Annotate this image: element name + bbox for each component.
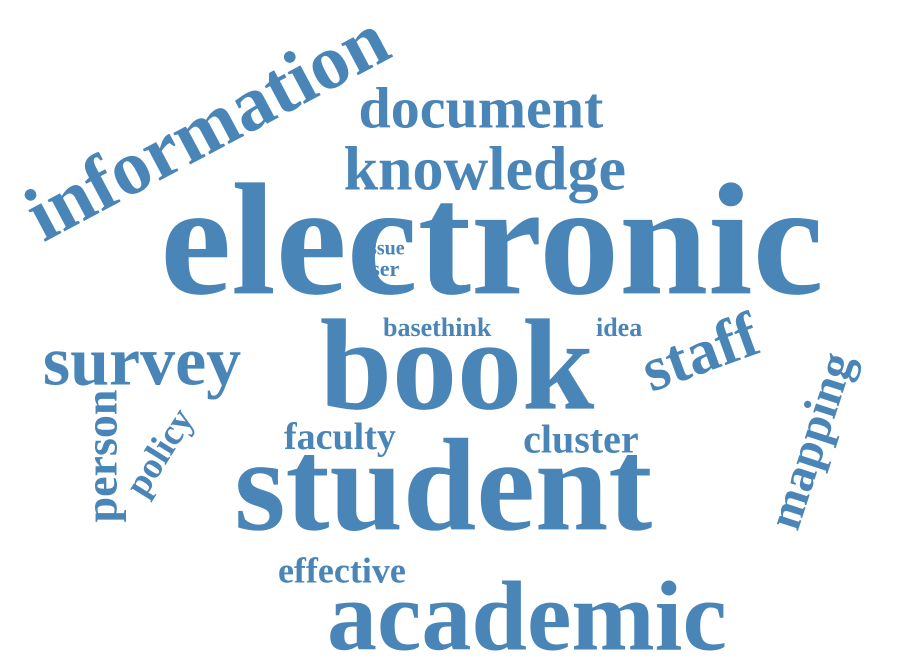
word-faculty: faculty [284, 416, 396, 458]
word-policy: policy [116, 400, 202, 504]
word-mapping: mapping [757, 345, 865, 536]
word-issue: issue [363, 236, 405, 259]
word-person: person [75, 389, 127, 523]
word-cluster: cluster [523, 417, 639, 463]
word-idea: idea [596, 313, 643, 342]
word-basethink: basethink [383, 313, 492, 342]
word-academic: academic [327, 560, 727, 671]
word-knowledge: knowledge [343, 134, 627, 203]
word-survey: survey [42, 321, 242, 400]
word-document: document [358, 77, 604, 141]
word-electronic: electronic [160, 151, 824, 329]
word-effective: effective [277, 551, 406, 592]
word-user: user [359, 256, 400, 281]
word-student: student [234, 412, 653, 559]
word-book: book [319, 293, 595, 437]
